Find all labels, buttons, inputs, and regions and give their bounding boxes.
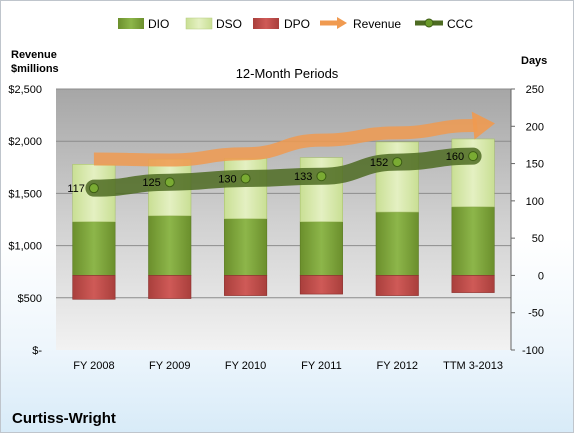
bar-dio [148,215,192,276]
ccc-data-label: 117 [67,183,85,195]
left-tick-label: $500 [18,293,42,305]
ccc-data-label: 133 [294,171,312,183]
left-axis-title-line2: $millions [11,63,59,75]
bar-dpo [72,275,116,300]
left-axis: $- $500 $1,000 $1,500 $2,000 $2,500 [8,84,42,357]
company-name: Curtiss-Wright [12,410,116,427]
revenue-line [93,118,478,167]
legend-label-dpo: DPO [284,17,310,31]
ccc-line [85,147,482,197]
left-tick-label: $- [32,345,42,357]
bar-dio [224,218,268,276]
right-tick-label: 0 [538,270,544,282]
legend-label-revenue: Revenue [353,17,401,31]
legend-label-dio: DIO [148,17,169,31]
right-tick-label: 150 [526,159,544,171]
revenue-series [93,111,495,167]
category-label: FY 2011 [301,360,342,372]
right-tick-label: 100 [526,196,544,208]
bar-dpo [224,275,268,296]
legend-swatch-ccc [415,18,443,28]
legend-swatch-dio [118,18,144,29]
category-label: FY 2010 [225,360,266,372]
right-tick-label: 250 [526,84,544,96]
ccc-marker [392,157,403,168]
category-label: FY 2008 [73,360,114,372]
legend-label-dso: DSO [216,17,242,31]
ccc-marker [88,183,99,194]
legend-swatch-revenue [320,17,347,29]
right-tick-label: 50 [532,233,544,245]
ccc-data-label: 130 [218,173,236,185]
bar-dpo [299,275,343,295]
left-tick-label: $2,500 [8,84,42,96]
legend: DIO DSO DPO Revenue CCC [118,17,473,31]
bar-dpo [148,275,192,299]
ccc-data-label: 160 [446,151,464,163]
bar-dio [299,221,343,276]
right-axis: -100 -50 0 50 100 150 200 250 [510,84,544,357]
legend-swatch-dpo [253,18,279,29]
category-axis: FY 2008 FY 2009 FY 2010 FY 2011 FY 2012 TTM 3… [73,360,503,372]
bar-dso [375,141,419,213]
ccc-marker [316,171,327,182]
ccc-marker [468,151,479,162]
ccc-data-label: 152 [370,157,388,169]
bar-dio [451,206,495,276]
left-tick-label: $1,000 [8,241,42,253]
bar-dso [224,158,268,220]
left-tick-label: $2,000 [8,136,42,148]
ccc-marker [240,173,251,184]
right-tick-label: 200 [526,121,544,133]
left-axis-title-line1: Revenue [11,49,57,61]
right-tick-label: -50 [528,308,544,320]
right-axis-title: Days [521,55,547,67]
category-label: FY 2009 [149,360,190,372]
right-tick-label: -100 [522,345,544,357]
ccc-data-label: 125 [142,177,160,189]
legend-label-ccc: CCC [447,17,473,31]
bar-dpo [375,275,419,296]
revenue-arrowhead [471,111,495,140]
category-label: TTM 3-2013 [443,360,503,372]
ccc-marker [164,177,175,188]
bar-dio [375,211,419,276]
ccc-series: 117 125 130 133 152 160 [67,147,482,197]
bar-dio [72,221,116,276]
legend-swatch-dso [185,17,213,30]
left-tick-label: $1,500 [8,188,42,200]
category-label: FY 2012 [377,360,418,372]
bars [72,138,495,300]
bar-dpo [451,275,495,293]
chart-title: 12-Month Periods [236,66,339,81]
